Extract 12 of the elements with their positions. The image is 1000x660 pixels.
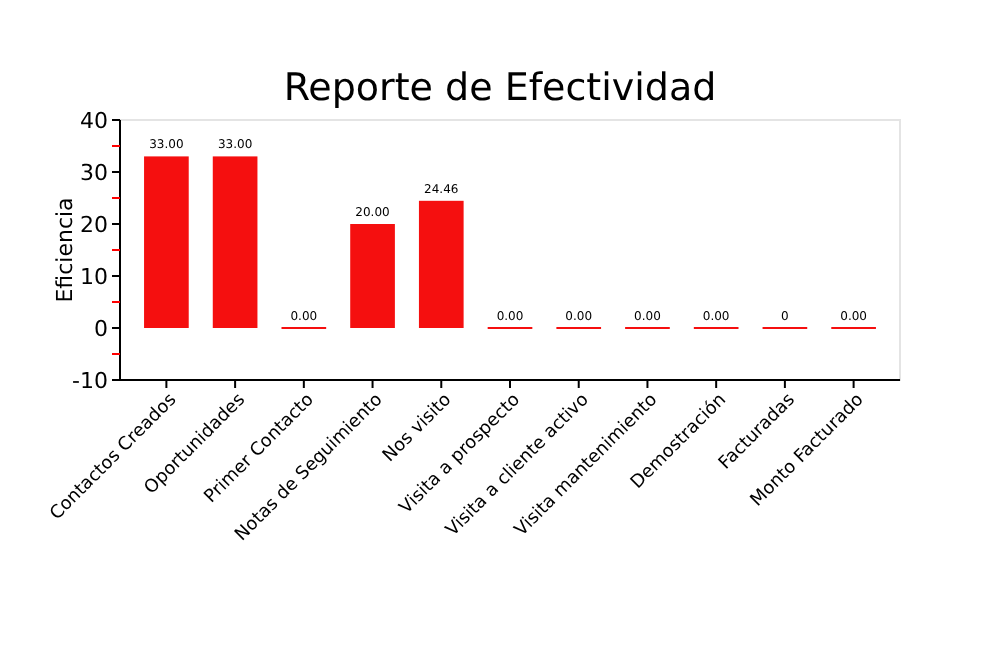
- bar: [350, 224, 395, 328]
- y-tick-label: 10: [80, 263, 108, 290]
- bar: [144, 156, 189, 328]
- bar: [212, 156, 258, 328]
- y-tick-label: -10: [72, 367, 108, 394]
- bar: [418, 200, 464, 328]
- y-tick-label: 20: [80, 211, 108, 238]
- y-tick-label: 30: [80, 159, 108, 186]
- y-tick-label: 0: [94, 315, 108, 342]
- chart-title: Reporte de Efectividad: [283, 66, 717, 110]
- y-tick-label: 40: [80, 107, 108, 134]
- y-axis-title: Eficiencia: [52, 197, 78, 303]
